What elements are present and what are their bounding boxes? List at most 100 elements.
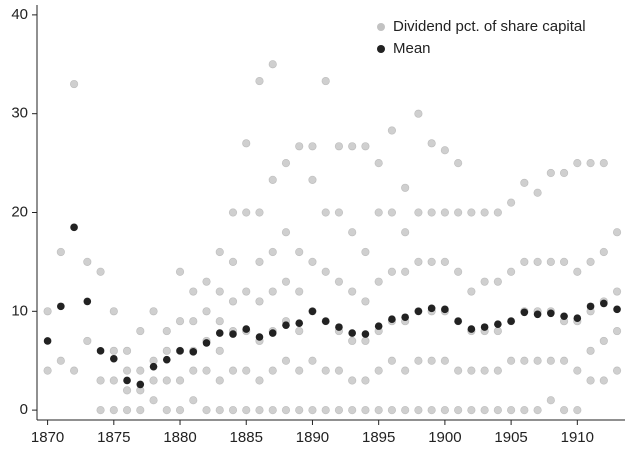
data-point (599, 376, 608, 385)
data-point (56, 247, 65, 257)
data-point (440, 356, 449, 365)
data-point (467, 208, 476, 217)
data-point (480, 366, 489, 375)
data-point (175, 406, 185, 415)
data-point (414, 406, 423, 415)
data-point (612, 228, 622, 237)
data-point (189, 366, 198, 375)
data-point (467, 287, 476, 296)
data-point (374, 366, 383, 375)
data-point (401, 267, 410, 276)
data-point (281, 228, 291, 237)
data-point (559, 168, 569, 178)
data-point (348, 406, 357, 415)
data-point (122, 406, 132, 415)
data-point (334, 142, 344, 151)
data-point (69, 79, 79, 89)
data-point (255, 257, 264, 267)
data-point (228, 208, 238, 217)
data-point (268, 247, 277, 257)
data-point (308, 257, 317, 267)
data-point (215, 376, 224, 385)
data-point (56, 356, 65, 365)
data-point (122, 366, 132, 375)
data-point (374, 208, 383, 217)
data-point (361, 142, 370, 151)
mean-point (295, 319, 304, 327)
data-point (109, 346, 118, 355)
data-point (321, 76, 330, 86)
data-point (162, 326, 171, 336)
data-point (387, 208, 397, 217)
data-point (255, 208, 264, 217)
data-point (202, 277, 211, 286)
x-tick-label: 1875 (97, 429, 130, 446)
data-point (334, 366, 344, 375)
data-point (427, 406, 436, 415)
data-point (228, 297, 238, 306)
mean-point (242, 325, 251, 333)
data-point (228, 257, 238, 267)
data-point (136, 406, 145, 415)
mean-point (321, 317, 330, 325)
mean-point (162, 355, 171, 364)
data-point (175, 267, 185, 276)
data-point (493, 366, 502, 375)
y-tick-label: 40 (11, 6, 28, 23)
data-point (149, 396, 158, 405)
data-point (586, 346, 595, 355)
data-point (348, 376, 357, 385)
data-point (334, 406, 344, 415)
data-point (507, 406, 516, 415)
legend-marker (377, 45, 385, 53)
data-point (96, 267, 105, 276)
data-point (175, 376, 185, 385)
data-point (440, 257, 449, 267)
mean-point (547, 309, 555, 318)
data-point (268, 287, 277, 296)
mean-point (600, 299, 608, 308)
data-point (414, 109, 423, 118)
data-point (96, 406, 105, 415)
data-point (215, 346, 224, 355)
data-point (533, 356, 542, 365)
data-point (136, 366, 145, 375)
data-point (440, 146, 449, 155)
mean-point (573, 314, 582, 323)
mean-point (57, 302, 65, 311)
data-point (401, 366, 410, 375)
data-point (520, 257, 529, 267)
data-point (401, 183, 410, 192)
mean-point (176, 347, 184, 355)
data-point (255, 376, 264, 385)
data-point (242, 208, 251, 217)
data-point (361, 336, 370, 346)
data-point (467, 366, 476, 375)
data-point (109, 376, 118, 385)
mean-point (335, 323, 343, 331)
mean-point (83, 297, 92, 306)
data-point (612, 366, 622, 375)
data-point (493, 406, 502, 415)
data-point (546, 396, 555, 405)
data-point (334, 208, 344, 217)
data-point (454, 158, 463, 168)
data-point (69, 366, 79, 375)
data-point (612, 326, 622, 336)
data-point (149, 307, 158, 316)
mean-point (123, 376, 131, 385)
data-point (507, 198, 516, 207)
data-point (559, 356, 569, 365)
mean-point (136, 380, 145, 389)
mean-point (613, 305, 621, 314)
data-point (202, 406, 211, 415)
data-point (427, 356, 436, 365)
data-point (348, 336, 357, 346)
data-point (295, 406, 304, 415)
data-point (599, 158, 608, 168)
data-point (546, 356, 555, 365)
data-point (242, 406, 251, 415)
x-tick-label: 1900 (428, 429, 461, 446)
data-point (308, 356, 317, 365)
data-point (162, 346, 171, 355)
